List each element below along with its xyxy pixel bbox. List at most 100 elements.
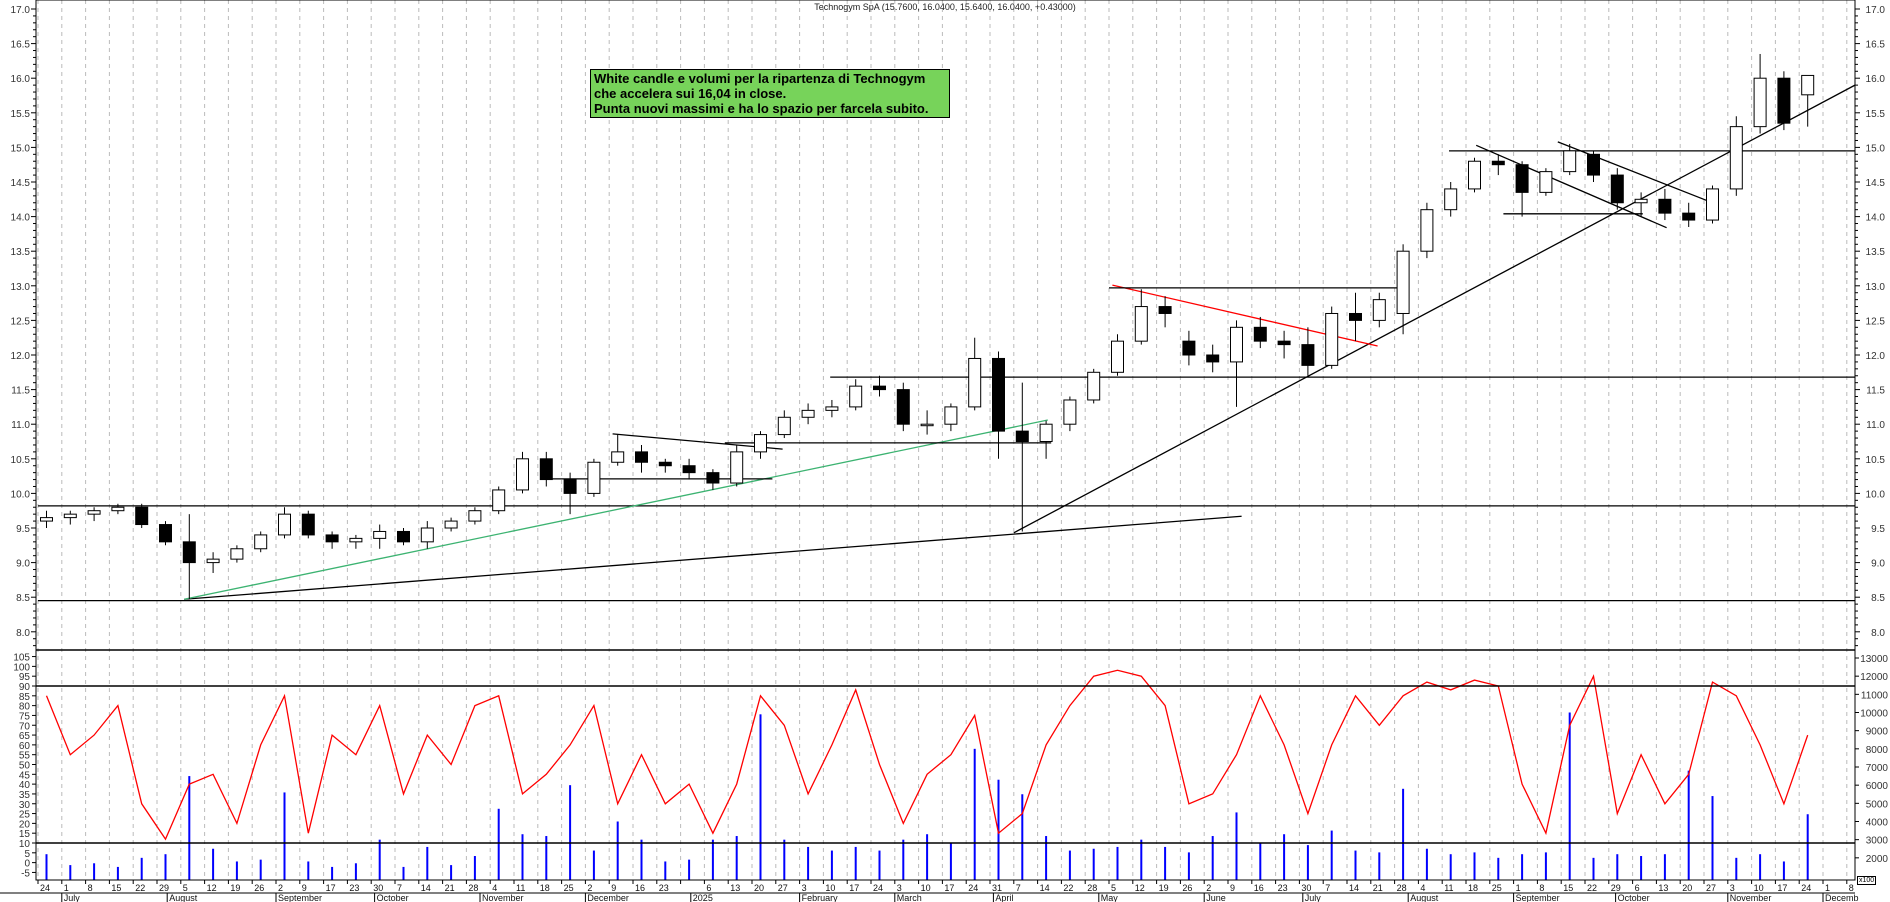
left-price-tick-label: 14.0	[11, 213, 31, 224]
x-day-label: 10	[1754, 883, 1764, 893]
candle-body-up	[111, 506, 125, 512]
left-price-tick-label: 9.0	[16, 559, 30, 570]
x-day-label: 23	[349, 883, 359, 893]
x-day-label: 27	[1706, 883, 1716, 893]
volume-bar	[1235, 812, 1238, 880]
volume-bar	[1330, 830, 1333, 880]
volume-tick-label: 8000	[1866, 745, 1889, 756]
x-day-label: 9	[611, 883, 616, 893]
volume-bar	[1473, 852, 1476, 880]
candle-body-down	[1682, 212, 1696, 221]
volume-bar	[1806, 814, 1809, 880]
candle-body-up	[777, 416, 791, 436]
x-month-label: July	[1305, 893, 1322, 902]
volume-bar	[426, 846, 429, 880]
candle-body-down	[658, 461, 672, 467]
candle-body-down	[873, 385, 886, 391]
volume-bar	[473, 856, 476, 880]
volume-tick-label: 6000	[1866, 781, 1889, 792]
volume-bar	[735, 836, 738, 880]
volume-bar	[1687, 770, 1690, 880]
x-day-label: 14	[1349, 883, 1359, 893]
candle-body-down	[135, 506, 149, 526]
volume-bar	[1068, 850, 1071, 880]
plot-frame	[35, 0, 1856, 881]
candle	[611, 434, 625, 466]
candle-body-up	[587, 461, 601, 494]
left-price-tick-label: 10.5	[11, 455, 31, 466]
x-day-label: 11	[516, 883, 525, 893]
x-day-label: 3	[1730, 883, 1735, 893]
candle-body-up	[254, 534, 268, 550]
candle-body-up	[754, 434, 767, 453]
x-day-label: 17	[849, 883, 859, 893]
left-price-tick-label: 16.0	[11, 74, 31, 85]
volume-bar	[164, 854, 167, 880]
x-day-label: 22	[135, 883, 145, 893]
candle-body-up	[920, 423, 934, 427]
volume-bar	[1140, 839, 1143, 880]
candle-body-down	[159, 524, 172, 543]
candle	[1349, 292, 1362, 342]
volume-bar	[1425, 848, 1428, 880]
candle-body-up	[1230, 326, 1243, 363]
oscillator-line	[45, 669, 1809, 841]
volume-bar	[1021, 794, 1024, 880]
oscillator-tick-label: -5	[21, 868, 30, 879]
candle	[754, 431, 767, 459]
volume-bar	[640, 839, 643, 880]
candle-body-up	[349, 537, 363, 543]
candle-body-down	[1491, 160, 1505, 166]
x-month-label: September	[278, 893, 322, 902]
candle	[658, 458, 672, 473]
volume-bar	[450, 865, 453, 880]
volume-bar	[1306, 845, 1309, 880]
candle	[1158, 296, 1172, 328]
candle-body-up	[278, 513, 291, 536]
candle-body-down	[1610, 174, 1624, 204]
candle	[1610, 168, 1624, 210]
oscillator-tick-label: 15	[19, 829, 31, 840]
candle-body-down	[1277, 340, 1291, 346]
oscillator-tick-label: 105	[13, 653, 30, 664]
candle-body-up	[468, 510, 482, 522]
candle-body-down	[397, 530, 410, 543]
candle	[516, 451, 529, 494]
volume-bar	[688, 859, 691, 880]
volume-tick-label: 5000	[1866, 799, 1889, 810]
x-month-label: November	[1730, 893, 1772, 902]
candle-body-up	[230, 548, 244, 560]
volume-bar	[1782, 861, 1785, 880]
candle	[492, 486, 506, 515]
volume-tick-label: 2000	[1866, 854, 1889, 865]
candle	[1444, 182, 1458, 217]
candle	[849, 379, 863, 411]
right-price-tick-label: 16.0	[1866, 74, 1886, 85]
volume-bar	[902, 839, 905, 880]
x-month-label: August	[1410, 893, 1439, 902]
x-day-label: 23	[659, 883, 669, 893]
oscillator-tick-label: 35	[19, 790, 31, 801]
x-day-label: 21	[445, 883, 455, 893]
right-price-tick-label: 8.5	[1871, 593, 1885, 604]
x-day-label: 26	[1182, 883, 1192, 893]
candle-body-down	[1777, 77, 1791, 124]
volume-tick-label: 7000	[1866, 763, 1889, 774]
x-day-label: 28	[468, 883, 478, 893]
volume-bar	[926, 834, 929, 880]
candle	[1134, 289, 1148, 345]
candle-body-down	[1015, 430, 1029, 442]
x-month-label: August	[169, 893, 198, 902]
left-price-tick-label: 9.5	[16, 524, 30, 535]
x-day-label: 2	[278, 883, 283, 893]
volume-tick-label: 9000	[1866, 727, 1889, 738]
x-day-label: 30	[373, 883, 383, 893]
candle	[992, 351, 1005, 459]
candle	[1658, 188, 1672, 221]
right-price-tick-label: 15.0	[1866, 143, 1886, 154]
x-day-label: 1	[1516, 883, 1521, 893]
candle-body-down	[1182, 340, 1196, 356]
x-day-label: 12	[207, 883, 217, 893]
candle-body-down	[1515, 164, 1529, 193]
